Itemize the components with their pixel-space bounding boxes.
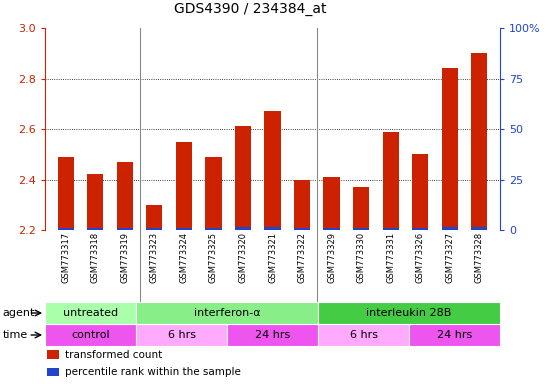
Text: GSM773321: GSM773321 — [268, 232, 277, 283]
Bar — [294, 179, 310, 230]
Text: GSM773320: GSM773320 — [239, 232, 248, 283]
Bar — [383, 228, 399, 230]
Bar — [471, 227, 487, 230]
Text: 6 hrs: 6 hrs — [168, 330, 195, 340]
Bar — [136, 324, 227, 346]
Text: interferon-α: interferon-α — [194, 308, 260, 318]
Text: GSM773328: GSM773328 — [475, 232, 484, 283]
Text: GSM773325: GSM773325 — [209, 232, 218, 283]
Bar — [205, 228, 222, 230]
Bar — [205, 157, 222, 230]
Bar — [117, 162, 133, 230]
Bar — [146, 205, 162, 230]
Bar — [235, 227, 251, 230]
Text: control: control — [71, 330, 110, 340]
Text: GSM773330: GSM773330 — [356, 232, 366, 283]
Text: GSM773327: GSM773327 — [446, 232, 454, 283]
Text: GSM773331: GSM773331 — [386, 232, 395, 283]
Text: 24 hrs: 24 hrs — [437, 330, 472, 340]
Bar — [412, 228, 428, 230]
Bar — [471, 53, 487, 230]
Bar — [265, 227, 280, 230]
Bar — [442, 227, 458, 230]
Bar — [146, 228, 162, 230]
Bar — [47, 351, 59, 359]
Bar — [176, 142, 192, 230]
Text: GSM773324: GSM773324 — [179, 232, 188, 283]
Text: untreated: untreated — [63, 308, 118, 318]
Bar — [294, 228, 310, 230]
Text: transformed count: transformed count — [65, 349, 163, 360]
Bar — [227, 324, 318, 346]
Text: GSM773323: GSM773323 — [150, 232, 159, 283]
Text: interleukin 28B: interleukin 28B — [366, 308, 452, 318]
Bar — [176, 228, 192, 230]
Bar — [353, 228, 369, 230]
Bar — [235, 126, 251, 230]
Text: GSM773326: GSM773326 — [416, 232, 425, 283]
Bar — [47, 367, 59, 376]
Bar — [409, 324, 500, 346]
Bar — [318, 324, 409, 346]
Text: GSM773322: GSM773322 — [298, 232, 306, 283]
Bar — [45, 324, 136, 346]
Bar — [58, 157, 74, 230]
Text: time: time — [3, 330, 28, 340]
Bar — [58, 228, 74, 230]
Bar — [353, 187, 369, 230]
Bar — [117, 228, 133, 230]
Bar — [442, 68, 458, 230]
Text: 6 hrs: 6 hrs — [349, 330, 377, 340]
Text: GSM773319: GSM773319 — [120, 232, 129, 283]
Bar — [323, 228, 340, 230]
Text: GDS4390 / 234384_at: GDS4390 / 234384_at — [173, 2, 326, 17]
Bar — [87, 174, 103, 230]
Text: GSM773317: GSM773317 — [61, 232, 70, 283]
Bar — [412, 154, 428, 230]
Text: GSM773318: GSM773318 — [91, 232, 100, 283]
Bar — [383, 132, 399, 230]
Text: 24 hrs: 24 hrs — [255, 330, 290, 340]
Text: GSM773329: GSM773329 — [327, 232, 336, 283]
Bar — [45, 303, 136, 324]
Bar — [136, 303, 318, 324]
Text: percentile rank within the sample: percentile rank within the sample — [65, 367, 241, 377]
Bar — [323, 177, 340, 230]
Text: agent: agent — [3, 308, 35, 318]
Bar — [265, 111, 280, 230]
Bar — [87, 228, 103, 230]
Bar — [318, 303, 500, 324]
